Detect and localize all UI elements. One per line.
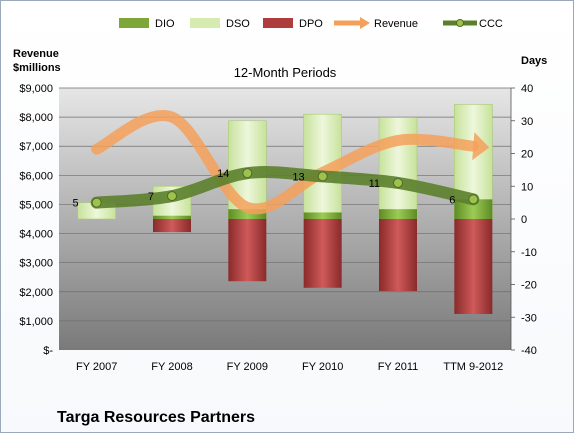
ccc-data-label: 6 (449, 194, 455, 206)
right-tick-label: -10 (521, 247, 537, 259)
left-tick-label: $8,000 (19, 112, 53, 124)
ccc-data-label: 14 (217, 168, 229, 180)
left-tick-label: $7,000 (19, 141, 53, 153)
legend-swatch-ccc-marker (456, 19, 464, 27)
x-tick-label: FY 2007 (76, 361, 117, 373)
plot-area (59, 88, 511, 350)
dso-bar (378, 117, 418, 220)
ccc-data-label: 5 (73, 198, 79, 210)
dio-bar (153, 215, 191, 219)
left-axis-title-line1: Revenue (13, 48, 59, 60)
ccc-series: 5 7 14 13 11 6 (73, 166, 480, 210)
legend-label-dso: DSO (226, 18, 250, 30)
revenue-line (91, 110, 479, 215)
legend-label-ccc: CCC (479, 18, 503, 30)
left-tick-label: $3,000 (19, 258, 53, 270)
legend: DIO DSO DPO Revenue CCC (119, 17, 503, 30)
ccc-line (90, 166, 480, 209)
revenue-series (91, 110, 490, 215)
ccc-point (167, 191, 177, 202)
legend-swatch-dio (119, 18, 149, 28)
ccc-point (242, 168, 253, 179)
ccc-data-label: 13 (292, 171, 304, 183)
ccc-point (91, 197, 102, 208)
left-tick-label: $4,000 (19, 229, 53, 241)
x-tick-label: TTM 9-2012 (443, 361, 503, 373)
dio-bar (228, 209, 267, 219)
right-tick-label: 20 (521, 149, 533, 161)
revenue-arrowhead (472, 132, 490, 161)
x-tick-label: FY 2011 (378, 361, 419, 373)
right-tick-label: 10 (521, 181, 533, 193)
dio-bar (303, 212, 342, 219)
right-tick-label: 40 (521, 83, 533, 95)
dpo-bar (153, 219, 191, 233)
ccc-data-label: 7 (148, 191, 154, 203)
x-tick-label: FY 2009 (227, 361, 268, 373)
ccc-point (468, 194, 479, 205)
dpo-bar (454, 219, 493, 314)
dio-bar (379, 209, 417, 219)
chart-title: 12-Month Periods (234, 65, 337, 80)
legend-swatch-dpo (263, 18, 293, 28)
right-axis-title: Days (521, 55, 547, 67)
right-tick-label: -40 (521, 345, 537, 357)
left-tick-label: $5,000 (19, 199, 53, 211)
ccc-point (393, 177, 403, 188)
left-tick-label: $6,000 (19, 170, 53, 182)
left-tick-label: $9,000 (19, 83, 53, 95)
right-tick-label: 30 (521, 116, 533, 128)
left-tick-label: $- (43, 345, 53, 357)
right-tick-label: 0 (521, 214, 527, 226)
company-title: Targa Resources Partners (57, 409, 255, 426)
legend-label-dio: DIO (155, 18, 175, 30)
left-tick-label: $2,000 (19, 287, 53, 299)
x-tick-label: FY 2008 (151, 361, 192, 373)
right-tick-label: -20 (521, 280, 537, 292)
x-tick-label: FY 2010 (302, 361, 343, 373)
legend-swatch-revenue-arrow (360, 17, 370, 29)
dpo-bar (303, 219, 342, 288)
legend-label-revenue: Revenue (374, 18, 418, 30)
dio-bar (454, 199, 493, 219)
dpo-bar (379, 219, 417, 292)
left-axis-title-line2: $millions (13, 62, 61, 74)
dpo-bar (228, 219, 267, 282)
left-tick-label: $1,000 (19, 316, 53, 328)
right-tick-label: -30 (521, 312, 537, 324)
legend-label-dpo: DPO (299, 18, 323, 30)
ccc-data-label: 11 (369, 178, 380, 190)
legend-swatch-dso (190, 18, 220, 28)
axes: $- $1,000 $2,000 $3,000 $4,000 $5,000 $6,000 $7… (19, 83, 537, 373)
ccc-point (317, 171, 328, 182)
